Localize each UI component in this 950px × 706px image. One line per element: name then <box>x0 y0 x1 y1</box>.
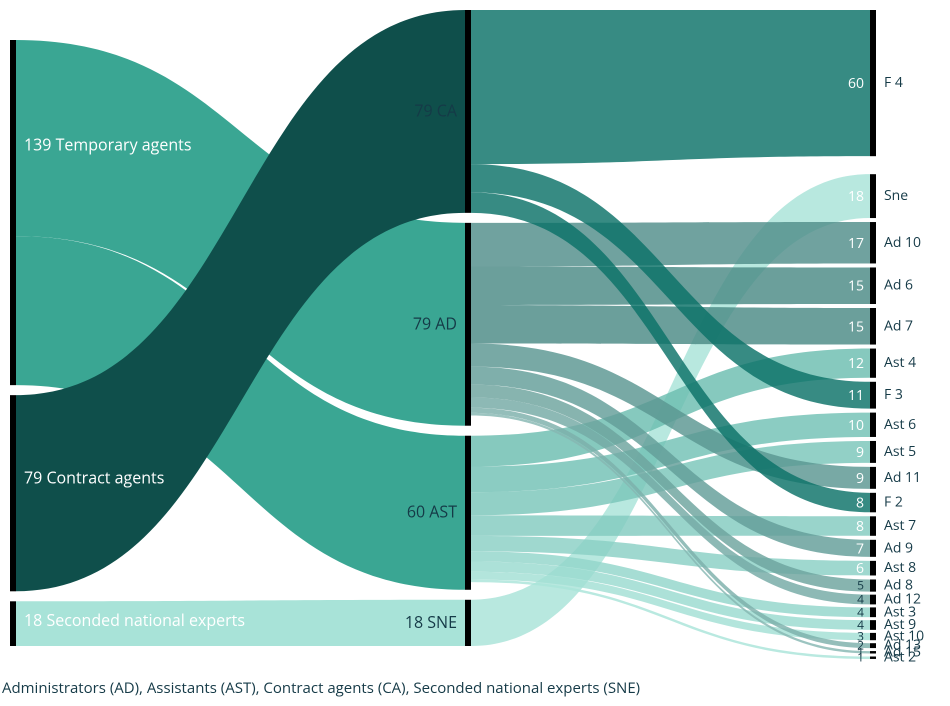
right-value-f2: 8 <box>856 494 864 513</box>
link-ad-ad7 <box>471 305 870 345</box>
right-label-ast6: Ast 6 <box>884 415 916 434</box>
right-value-ad11: 9 <box>856 469 864 488</box>
right-value-f4: 60 <box>848 74 864 93</box>
left-label-contract: 79 Contract agents <box>24 466 164 488</box>
right-value-ast6: 10 <box>848 416 864 435</box>
right-label-ast4: Ast 4 <box>884 353 916 372</box>
left-label-temporary: 139 Temporary agents <box>24 133 191 155</box>
right-value-ast2: 1 <box>857 649 864 666</box>
right-label-ad7: Ad 7 <box>884 316 913 335</box>
right-label-ad10: Ad 10 <box>884 233 921 252</box>
sankey-chart: 139 Temporary agents79 Contract agents18… <box>0 0 950 706</box>
link-ca-f4 <box>471 10 870 164</box>
right-label-ad9: Ad 9 <box>884 538 913 557</box>
right-value-ast8: 6 <box>856 559 864 578</box>
right-label-ast5: Ast 5 <box>884 442 916 461</box>
right-label-f2: F 2 <box>884 493 903 512</box>
mid-label-sne: 18 SNE <box>405 611 457 633</box>
sankey-svg: 139 Temporary agents79 Contract agents18… <box>0 0 950 706</box>
right-value-ast4: 12 <box>848 354 864 373</box>
right-value-sne_t: 18 <box>848 187 864 206</box>
right-label-ad6: Ad 6 <box>884 276 913 295</box>
link-ad-ad10 <box>471 222 870 266</box>
right-label-sne_t: Sne <box>884 186 908 205</box>
right-value-ad7: 15 <box>848 317 864 336</box>
mid-label-ca: 79 CA <box>414 99 458 121</box>
right-value-ad9: 7 <box>856 539 864 558</box>
mid-label-ad: 79 AD <box>413 312 457 334</box>
right-label-f4: F 4 <box>884 73 903 92</box>
left-label-sne_src: 18 Seconded national experts <box>24 609 245 631</box>
mid-label-ast: 60 AST <box>407 501 457 523</box>
right-value-ast7: 8 <box>856 517 864 536</box>
right-label-ast7: Ast 7 <box>884 516 916 535</box>
footnote: Administrators (AD), Assistants (AST), C… <box>0 678 640 698</box>
right-value-ad10: 17 <box>848 234 864 253</box>
right-label-f3: F 3 <box>884 385 903 404</box>
right-label-ad11: Ad 11 <box>884 468 921 487</box>
right-value-f3: 11 <box>848 386 864 405</box>
links-right <box>471 10 870 659</box>
right-label-ast8: Ast 8 <box>884 558 916 577</box>
right-value-ad6: 15 <box>848 277 864 296</box>
right-value-ast5: 9 <box>856 443 864 462</box>
links-left <box>16 10 465 646</box>
right-label-ast2: Ast 2 <box>884 648 916 667</box>
